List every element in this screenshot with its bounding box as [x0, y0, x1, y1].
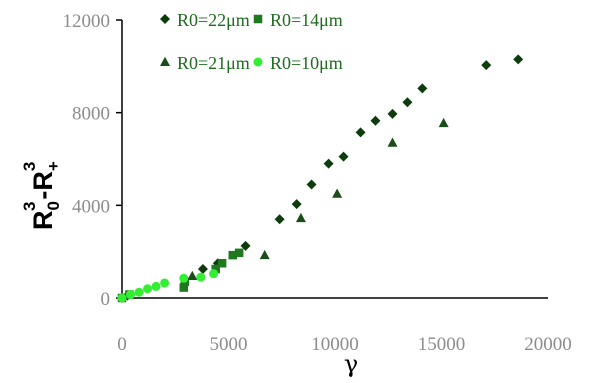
data-point: [513, 54, 524, 65]
y-tick-label: 0: [101, 289, 111, 310]
data-point: [332, 188, 343, 198]
data-point: [187, 270, 198, 280]
y-tick-label: 4000: [72, 196, 110, 217]
legend-label: R0=22μm: [177, 10, 250, 30]
data-point: [196, 272, 206, 282]
data-point: [259, 249, 270, 260]
data-point: [274, 214, 285, 225]
data-point: [387, 108, 398, 119]
x-tick-label: 10000: [311, 334, 359, 355]
legend-label: R0=21μm: [177, 53, 250, 73]
data-point: [117, 293, 127, 303]
data-point: [417, 83, 428, 94]
data-point: [179, 273, 189, 283]
data-point: [291, 199, 302, 210]
data-point: [240, 240, 251, 251]
data-point: [438, 117, 449, 128]
series-3: [117, 269, 219, 303]
x-axis-ticks: 0 5000 10000 15000 20000: [117, 334, 572, 355]
y-axis-label: R03-R+3: [20, 161, 63, 230]
legend-marker: [160, 14, 170, 24]
data-point: [228, 250, 238, 260]
legend-box: [140, 6, 470, 76]
y-tick-label: 8000: [72, 104, 110, 125]
data-point: [209, 269, 219, 279]
data-point: [126, 290, 136, 300]
legend-label: R0=10μm: [270, 53, 343, 73]
x-tick-label: 5000: [210, 334, 248, 355]
data-points: [117, 54, 524, 303]
data-point: [402, 97, 413, 108]
x-tick-label: 15000: [418, 334, 466, 355]
data-point: [160, 278, 170, 288]
x-tick-label: 20000: [524, 334, 572, 355]
data-point: [217, 259, 227, 268]
legend-marker: [253, 57, 263, 67]
data-point: [234, 248, 244, 258]
data-point: [151, 281, 161, 291]
data-point: [338, 151, 349, 162]
data-point: [197, 264, 208, 275]
data-point: [323, 158, 334, 169]
legend: R0=22μm R0=14μm R0=21μm R0=10μm: [160, 10, 343, 73]
data-point: [370, 115, 381, 126]
data-point: [134, 287, 144, 297]
data-point: [211, 264, 220, 274]
legend-marker: [160, 56, 170, 66]
y-tick-label: 12000: [63, 11, 111, 32]
data-point: [481, 60, 492, 71]
series-0: [117, 54, 524, 303]
data-point: [306, 179, 317, 190]
x-tick-label: 0: [117, 334, 127, 355]
data-point: [179, 283, 189, 292]
legend-label: R0=14μm: [270, 10, 343, 30]
legend-marker: [253, 14, 263, 24]
y-axis-ticks: 0 4000 8000 12000: [63, 11, 122, 310]
data-point: [143, 284, 153, 294]
data-point: [295, 212, 306, 223]
x-axis-label: γ: [344, 350, 358, 378]
series-2: [187, 117, 449, 280]
data-point: [355, 127, 366, 138]
data-point: [387, 137, 398, 147]
